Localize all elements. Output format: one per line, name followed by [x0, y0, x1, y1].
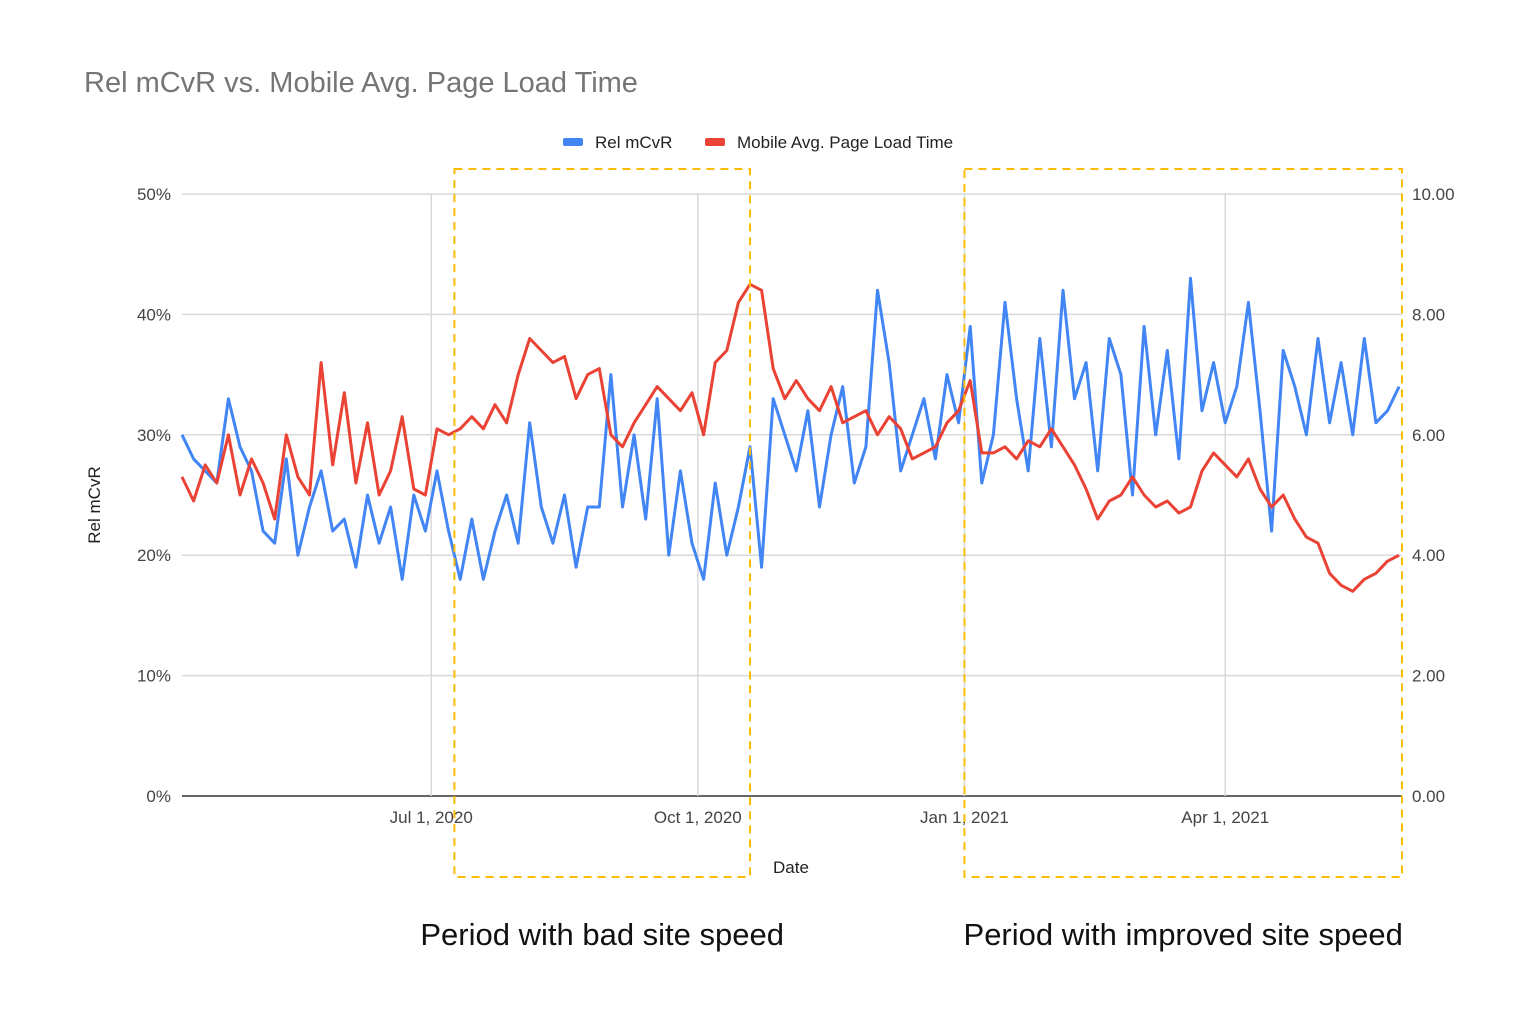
legend-swatch-rel-mcvr: [563, 138, 583, 146]
y-tick-label: 30%: [137, 426, 171, 445]
y2-tick-label: 2.00: [1412, 667, 1445, 686]
y2-tick-label: 10.00: [1412, 185, 1455, 204]
y2-tick-label: 4.00: [1412, 546, 1445, 565]
legend: Rel mCvR Mobile Avg. Page Load Time: [563, 133, 953, 152]
legend-label-rel-mcvr: Rel mCvR: [595, 133, 672, 152]
legend-swatch-load-time: [705, 138, 725, 146]
x-axis-label: Date: [773, 858, 809, 877]
chart-title: Rel mCvR vs. Mobile Avg. Page Load Time: [84, 67, 638, 99]
x-tick-label: Jul 1, 2020: [390, 808, 473, 827]
annotation-box: [453, 168, 751, 878]
y-tick-label: 0%: [146, 787, 171, 806]
y-tick-label: 10%: [137, 667, 171, 686]
y2-tick-label: 6.00: [1412, 426, 1445, 445]
y2-tick-label: 0.00: [1412, 787, 1445, 806]
y-tick-label: 50%: [137, 185, 171, 204]
x-tick-label: Oct 1, 2020: [654, 808, 742, 827]
tick-labels: 0% 10% 20% 30% 40% 50% 0.00 2.00 4.00 6.00 8.00 10.…: [137, 185, 1455, 827]
y2-tick-label: 8.00: [1412, 305, 1445, 324]
annotation-caption: Period with improved site speed: [964, 917, 1403, 952]
y-tick-label: 20%: [137, 546, 171, 565]
y-axis-label: Rel mCvR: [85, 466, 104, 543]
series-line-load-time: [180, 282, 1400, 593]
annotations: Period with bad site speed Period with im…: [420, 168, 1403, 952]
annotation-box: [963, 168, 1403, 878]
gridlines: [182, 193, 1402, 797]
series-line-rel-mcvr: [180, 276, 1401, 581]
x-tick-label: Apr 1, 2021: [1181, 808, 1269, 827]
series-lines: [180, 276, 1401, 593]
legend-label-load-time: Mobile Avg. Page Load Time: [737, 133, 953, 152]
y-tick-label: 40%: [137, 305, 171, 324]
annotation-caption: Period with bad site speed: [420, 917, 784, 952]
